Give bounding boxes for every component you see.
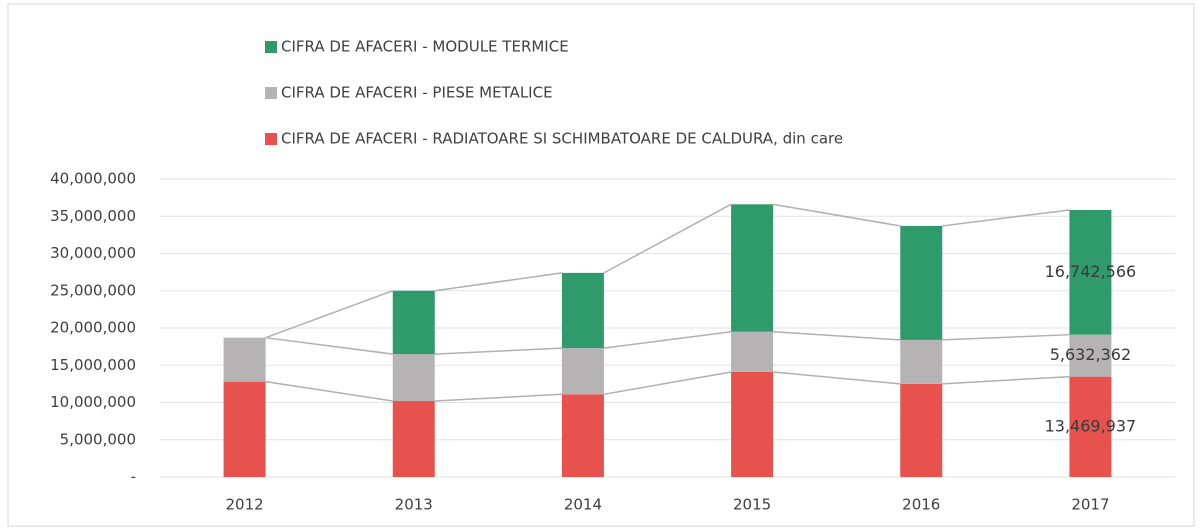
x-tick-label: 2017: [1071, 496, 1109, 514]
bar-segment: [392, 401, 435, 477]
y-tick-label: 25,000,000: [50, 281, 136, 299]
y-tick-label: -: [131, 468, 136, 486]
connector-line: [603, 330, 732, 349]
x-tick-label: 2016: [902, 496, 940, 514]
legend-label: CIFRA DE AFACERI - RADIATOARE SI SCHIMBA…: [281, 130, 843, 148]
bar-segment: [1069, 209, 1112, 335]
bar-segment: [731, 371, 774, 477]
bar-segment: [392, 290, 435, 355]
x-tick-label: 2014: [564, 496, 602, 514]
bar-segment: [731, 204, 774, 332]
connector-line: [942, 333, 1070, 341]
connector-line: [265, 380, 393, 402]
bar-segment: [561, 272, 604, 349]
bar-segment: [1069, 334, 1112, 377]
y-tick-label: 40,000,000: [50, 170, 136, 188]
x-tick-label: 2012: [225, 496, 263, 514]
connector-line: [942, 209, 1070, 227]
connector-line: [434, 393, 562, 402]
bar-segment: [561, 394, 604, 477]
data-label: 13,469,937: [1045, 416, 1137, 435]
chart-border: [7, 3, 1195, 527]
x-tick-label: 2013: [395, 496, 433, 514]
connector-line: [434, 347, 562, 355]
connector-line: [942, 375, 1070, 385]
y-tick-label: 20,000,000: [50, 319, 136, 337]
bar-segment: [223, 381, 266, 477]
bar-segment: [900, 383, 943, 477]
connector-line: [265, 336, 393, 355]
connector-line: [265, 290, 394, 339]
data-label: 5,632,362: [1050, 345, 1131, 364]
x-tick-label: 2015: [733, 496, 771, 514]
data-label: 16,742,566: [1045, 262, 1137, 281]
y-tick-label: 10,000,000: [50, 393, 136, 411]
connector-line: [773, 371, 901, 385]
connector-line: [603, 203, 732, 274]
connector-line: [772, 203, 901, 227]
connector-line: [434, 272, 563, 292]
legend-label: CIFRA DE AFACERI - MODULE TERMICE: [281, 38, 569, 56]
legend-swatch: [265, 133, 277, 145]
bar-segment: [731, 331, 774, 372]
y-tick-label: 30,000,000: [50, 244, 136, 262]
bar-segment: [392, 354, 435, 402]
legend-swatch: [265, 41, 277, 53]
bar-segment: [223, 337, 266, 382]
bar-segment: [1069, 376, 1112, 477]
legend-label: CIFRA DE AFACERI - PIESE METALICE: [281, 84, 553, 102]
bar-segment: [900, 339, 943, 384]
y-tick-label: 15,000,000: [50, 356, 136, 374]
connector-line: [603, 371, 732, 396]
y-tick-label: 35,000,000: [50, 207, 136, 225]
legend-swatch: [265, 87, 277, 99]
bar-segment: [900, 225, 943, 340]
y-tick-label: 5,000,000: [60, 430, 136, 448]
bar-segment: [561, 348, 604, 395]
connector-line: [773, 330, 901, 341]
